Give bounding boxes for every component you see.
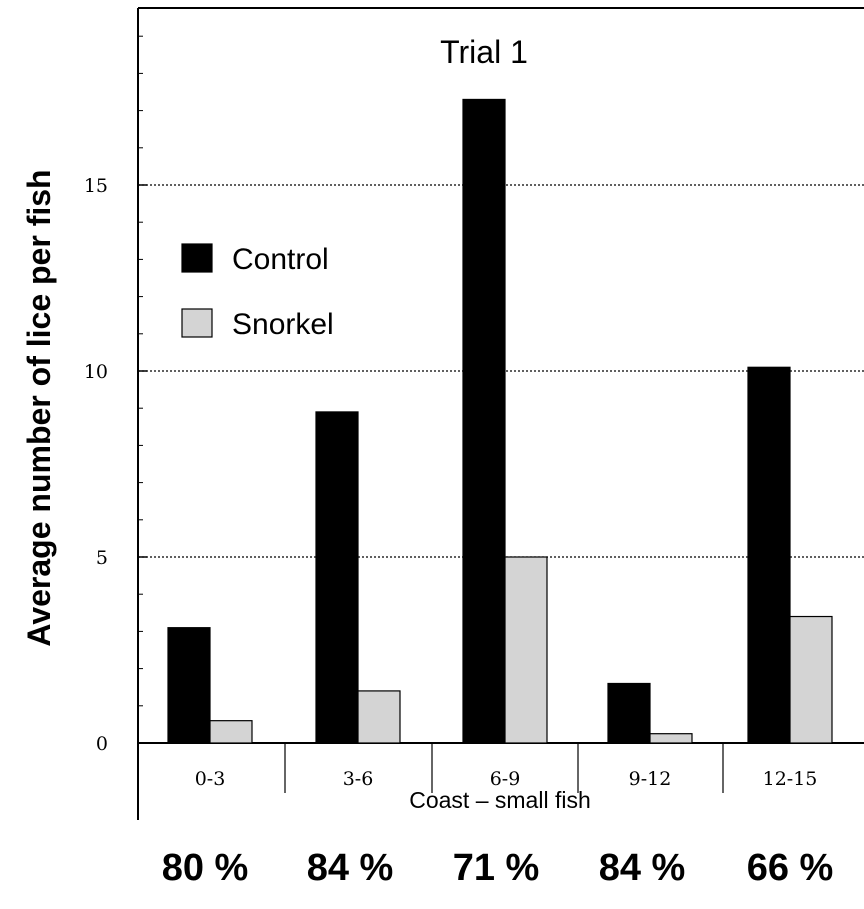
bar-snorkel-12-15 <box>789 615 833 744</box>
y-axis-label: Average number of lice per fish <box>21 169 57 646</box>
legend-label-snorkel: Snorkel <box>232 308 334 341</box>
category-label-9-12: 9-12 <box>629 768 672 790</box>
bar-control-3-6 <box>315 411 359 744</box>
category-label-0-3: 0-3 <box>195 768 226 790</box>
category-label-12-15: 12-15 <box>763 768 818 790</box>
y-tick-label: 0 <box>96 733 108 755</box>
legend: Control Snorkel <box>181 243 334 341</box>
bars <box>167 98 833 744</box>
bar-snorkel-3-6 <box>357 690 401 744</box>
y-axis-ticks: 0 5 10 15 <box>84 35 147 755</box>
bar-control-9-12 <box>607 682 651 744</box>
bar-control-6-9 <box>462 98 506 744</box>
reduction-percent-0-3: 80 % <box>162 847 249 889</box>
category-label-6-9: 6-9 <box>490 768 521 790</box>
y-tick-label: 10 <box>84 361 108 383</box>
bar-snorkel-6-9 <box>504 556 548 744</box>
legend-swatch-snorkel <box>181 308 213 338</box>
legend-label-control: Control <box>232 243 329 276</box>
bar-control-12-15 <box>747 366 791 744</box>
category-label-3-6: 3-6 <box>343 768 374 790</box>
reduction-percent-9-12: 84 % <box>599 847 686 889</box>
reduction-percent-6-9: 71 % <box>453 847 540 889</box>
reduction-percent-3-6: 84 % <box>307 847 394 889</box>
x-axis-categories: 0-3 3-6 6-9 9-12 12-15 <box>195 743 818 793</box>
bar-control-0-3 <box>167 627 211 744</box>
chart-title: Trial 1 <box>440 34 528 70</box>
bar-snorkel-0-3 <box>209 720 253 744</box>
y-tick-label: 5 <box>96 547 108 569</box>
reduction-percentages: 80 % 84 % 71 % 84 % 66 % <box>162 847 834 889</box>
y-tick-label: 15 <box>84 175 108 197</box>
reduction-percent-12-15: 66 % <box>747 847 834 889</box>
gridlines <box>138 184 864 558</box>
legend-swatch-control <box>181 243 213 273</box>
x-axis-label: Coast – small fish <box>409 787 591 813</box>
bar-snorkel-9-12 <box>649 733 693 744</box>
